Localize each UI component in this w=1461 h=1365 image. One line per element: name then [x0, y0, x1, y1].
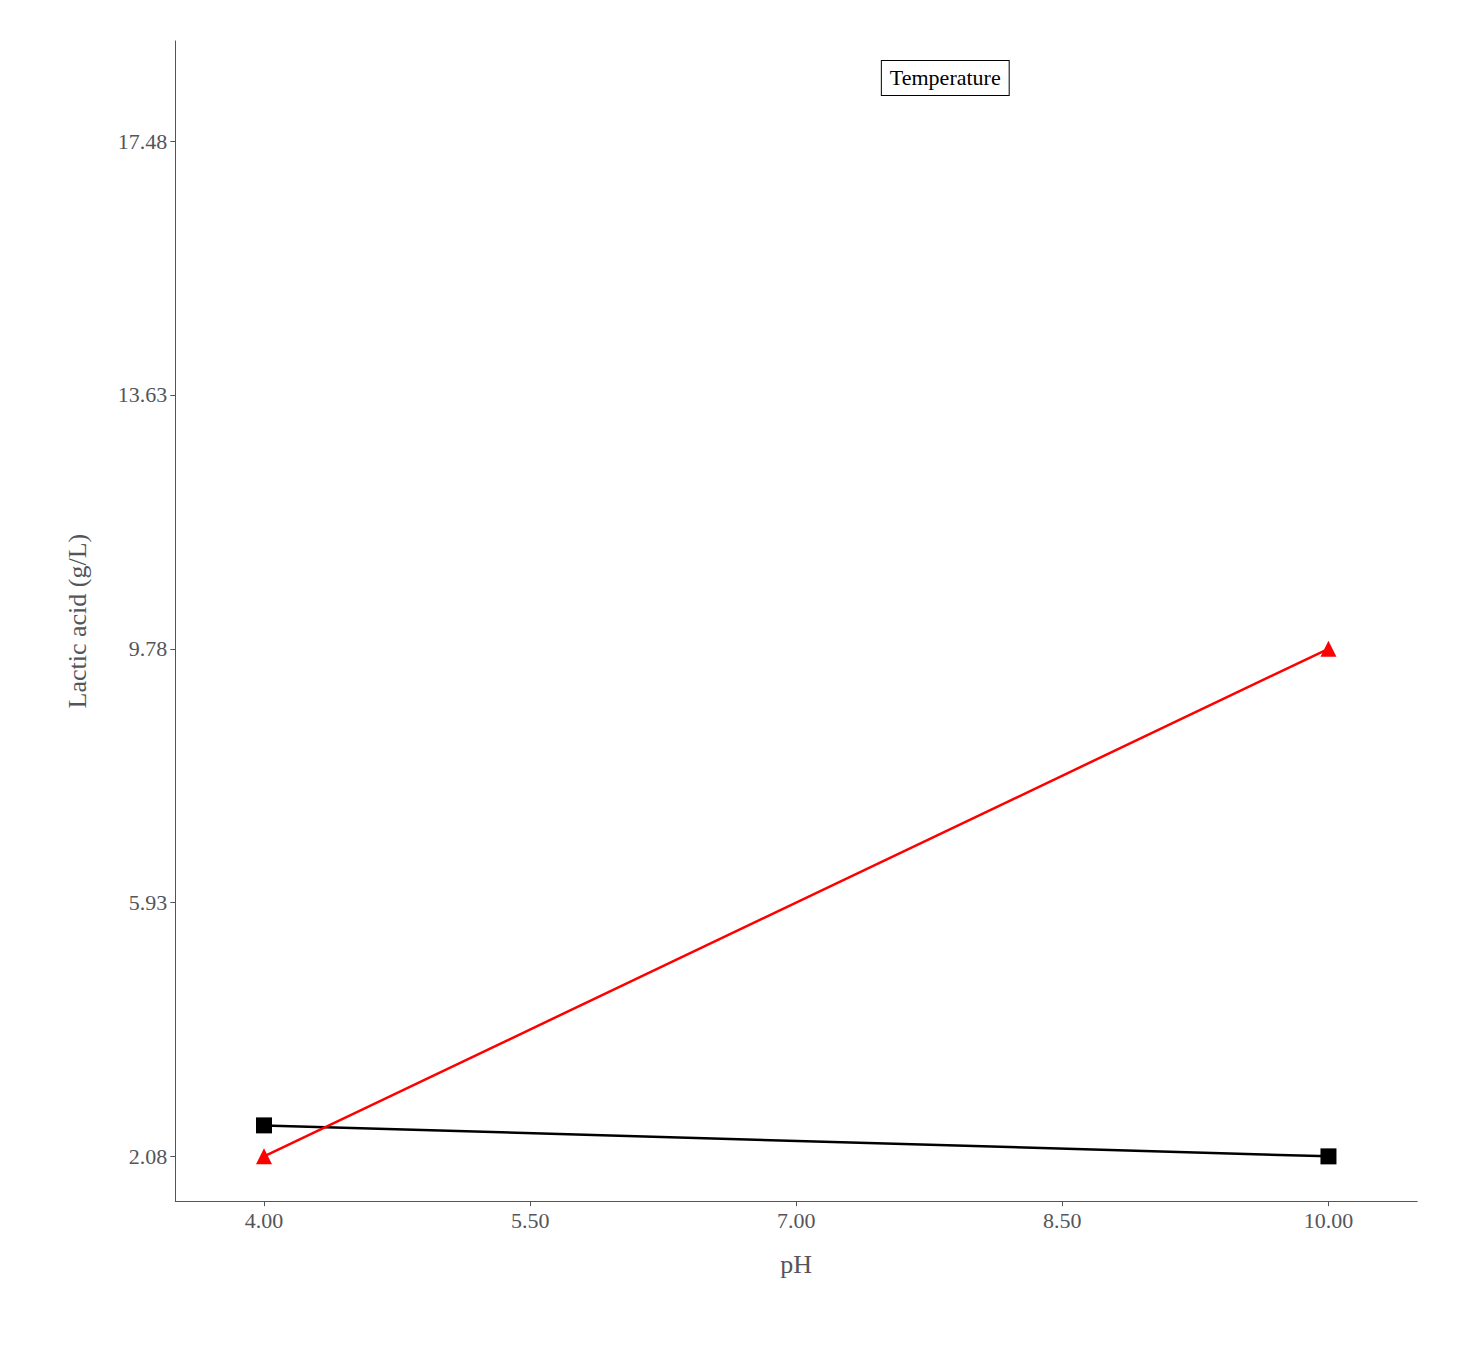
svg-text:9.78: 9.78 — [129, 636, 168, 661]
svg-text:4.00: 4.00 — [245, 1208, 284, 1233]
svg-text:Temperature: Temperature — [890, 65, 1001, 90]
svg-text:2.08: 2.08 — [129, 1144, 168, 1169]
svg-text:8.50: 8.50 — [1043, 1208, 1082, 1233]
svg-text:Lactic acid (g/L): Lactic acid (g/L) — [63, 534, 92, 709]
svg-text:10.00: 10.00 — [1304, 1208, 1354, 1233]
svg-text:13.63: 13.63 — [118, 382, 168, 407]
svg-text:5.50: 5.50 — [511, 1208, 550, 1233]
svg-text:pH: pH — [780, 1250, 812, 1279]
svg-text:5.93: 5.93 — [129, 890, 168, 915]
svg-text:7.00: 7.00 — [777, 1208, 816, 1233]
svg-text:17.48: 17.48 — [118, 129, 168, 154]
